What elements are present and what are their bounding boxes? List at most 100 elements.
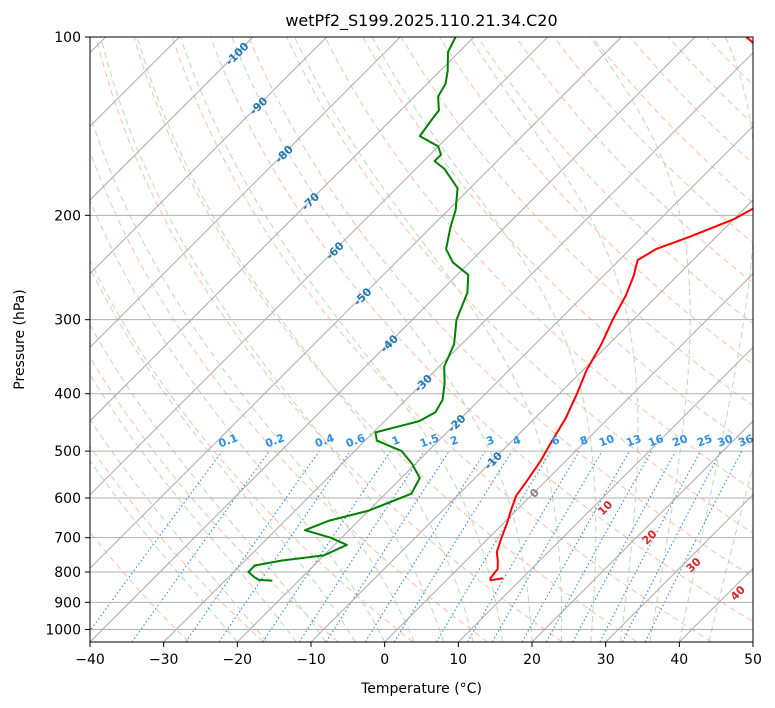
moist-adiabat xyxy=(231,37,533,642)
mixing-ratio-label: 0.4 xyxy=(313,431,336,450)
dry-adiabat xyxy=(95,37,563,642)
isotherm xyxy=(90,37,696,642)
moist-adiabat xyxy=(708,464,753,642)
x-tick-label: 30 xyxy=(597,652,615,668)
mixing-ratio-line xyxy=(185,450,320,642)
moist-adiabat xyxy=(179,37,503,642)
moist-adiabat xyxy=(136,37,474,642)
mixing-ratio-label: 10 xyxy=(597,432,616,450)
y-tick-label: 500 xyxy=(54,444,81,460)
isotherm xyxy=(163,51,753,642)
mixing-ratio-label: 0.1 xyxy=(217,431,240,450)
moist-adiabat xyxy=(90,460,238,642)
moist-adiabat xyxy=(468,37,639,642)
mixing-ratio-line xyxy=(467,450,580,642)
plot-area: -100-90-80-70-60-50-40-30-20-10010203040… xyxy=(90,37,755,642)
x-tick-label: −30 xyxy=(149,652,179,668)
pressure-gridlines xyxy=(90,37,753,630)
mixing-ratio-label: 6 xyxy=(550,433,562,448)
y-tick-label: 600 xyxy=(54,491,81,507)
mixing-ratio-label: 20 xyxy=(671,432,690,450)
x-tick-label: 40 xyxy=(670,652,688,668)
mixing-ratio-label: 13 xyxy=(624,432,643,449)
dry-adiabat xyxy=(515,37,753,284)
isotherm xyxy=(90,37,475,422)
y-tick-label: 100 xyxy=(54,30,81,46)
mixing-ratio-label: 25 xyxy=(695,432,714,449)
profiles xyxy=(247,37,753,582)
mixing-ratio-label: 2 xyxy=(448,433,460,448)
mixing-ratio-line xyxy=(364,450,486,642)
temperature-profile xyxy=(489,37,753,582)
mixing-ratio-label: 30 xyxy=(716,432,735,450)
moist-adiabat xyxy=(294,37,563,642)
isotherm xyxy=(90,37,401,349)
dry-adiabat xyxy=(248,37,753,578)
dry-adiabat xyxy=(171,37,712,642)
x-tick-label: −20 xyxy=(223,652,253,668)
mixing-ratio-line xyxy=(90,450,223,632)
mixing-ratio-line xyxy=(218,450,351,642)
isotherm xyxy=(310,199,753,642)
mixing-ratio-line xyxy=(131,450,270,642)
x-tick-label: 20 xyxy=(523,652,541,668)
plot-frame xyxy=(89,36,754,643)
isotherms xyxy=(90,37,753,642)
isotherm xyxy=(90,37,549,496)
moist-adiabat xyxy=(371,37,597,642)
mixing-ratio-label: 4 xyxy=(511,433,523,448)
dry-adiabat xyxy=(400,37,753,407)
isotherm xyxy=(90,37,254,201)
mixing-ratio-line xyxy=(325,450,450,642)
dry-adiabat xyxy=(477,37,753,325)
y-axis: 100 200 300 400 500 600 700 800 900 1000 xyxy=(45,30,90,638)
dry-adiabat xyxy=(324,37,753,491)
x-axis-label: Temperature (°C) xyxy=(360,681,482,697)
mixing-ratio-label: 0.6 xyxy=(344,431,367,450)
dry-adiabats xyxy=(90,37,753,642)
y-tick-label: 1000 xyxy=(45,622,81,638)
y-tick-label: 300 xyxy=(54,313,81,329)
isotherm xyxy=(605,493,753,642)
mixing-ratio-line xyxy=(572,450,677,642)
isotherm xyxy=(531,420,753,642)
y-tick-label: 800 xyxy=(54,565,81,581)
mixing-ratio-label: 1 xyxy=(390,433,402,448)
x-axis: −40 −30 −20 −10 0 10 20 30 40 50 xyxy=(75,642,762,668)
mixing-ratio-label: 8 xyxy=(578,433,590,448)
x-tick-label: 10 xyxy=(449,652,467,668)
chart-title: wetPf2_S199.2025.110.21.34.C20 xyxy=(285,11,557,31)
y-tick-label: 200 xyxy=(54,208,81,224)
mixing-ratio-label: 36 xyxy=(736,432,755,450)
mixing-ratio-label: 16 xyxy=(647,432,666,450)
y-tick-label: 900 xyxy=(54,595,81,611)
mixing-ratio-label: 0.2 xyxy=(263,431,286,450)
isotherm xyxy=(457,346,753,642)
y-tick-label: 700 xyxy=(54,531,81,547)
dry-adiabat xyxy=(629,37,753,165)
y-axis-label: Pressure (hPa) xyxy=(12,289,28,389)
x-tick-label: −10 xyxy=(296,652,326,668)
moist-adiabat xyxy=(90,323,327,642)
x-tick-label: −40 xyxy=(75,652,105,668)
mixing-ratio-label: 3 xyxy=(485,433,497,448)
mixing-ratio-line xyxy=(521,450,630,642)
moist-adiabat xyxy=(678,37,753,642)
mixing-ratio-line xyxy=(435,450,552,642)
isotherm xyxy=(384,272,753,642)
moist-adiabat xyxy=(90,418,268,642)
y-tick-label: 400 xyxy=(54,387,81,403)
mixing-ratio-label: 1.5 xyxy=(418,431,441,450)
moist-adiabat xyxy=(90,113,415,642)
mixing-ratio-line xyxy=(393,450,513,642)
moist-adiabat xyxy=(90,373,297,642)
x-tick-label: 50 xyxy=(744,652,762,668)
moist-adiabat xyxy=(589,37,691,642)
mixing-ratio-line xyxy=(491,450,603,642)
isotherm xyxy=(90,37,622,570)
dry-adiabat xyxy=(133,37,638,642)
moist-adiabat xyxy=(90,199,386,642)
x-tick-label: 0 xyxy=(380,652,389,668)
